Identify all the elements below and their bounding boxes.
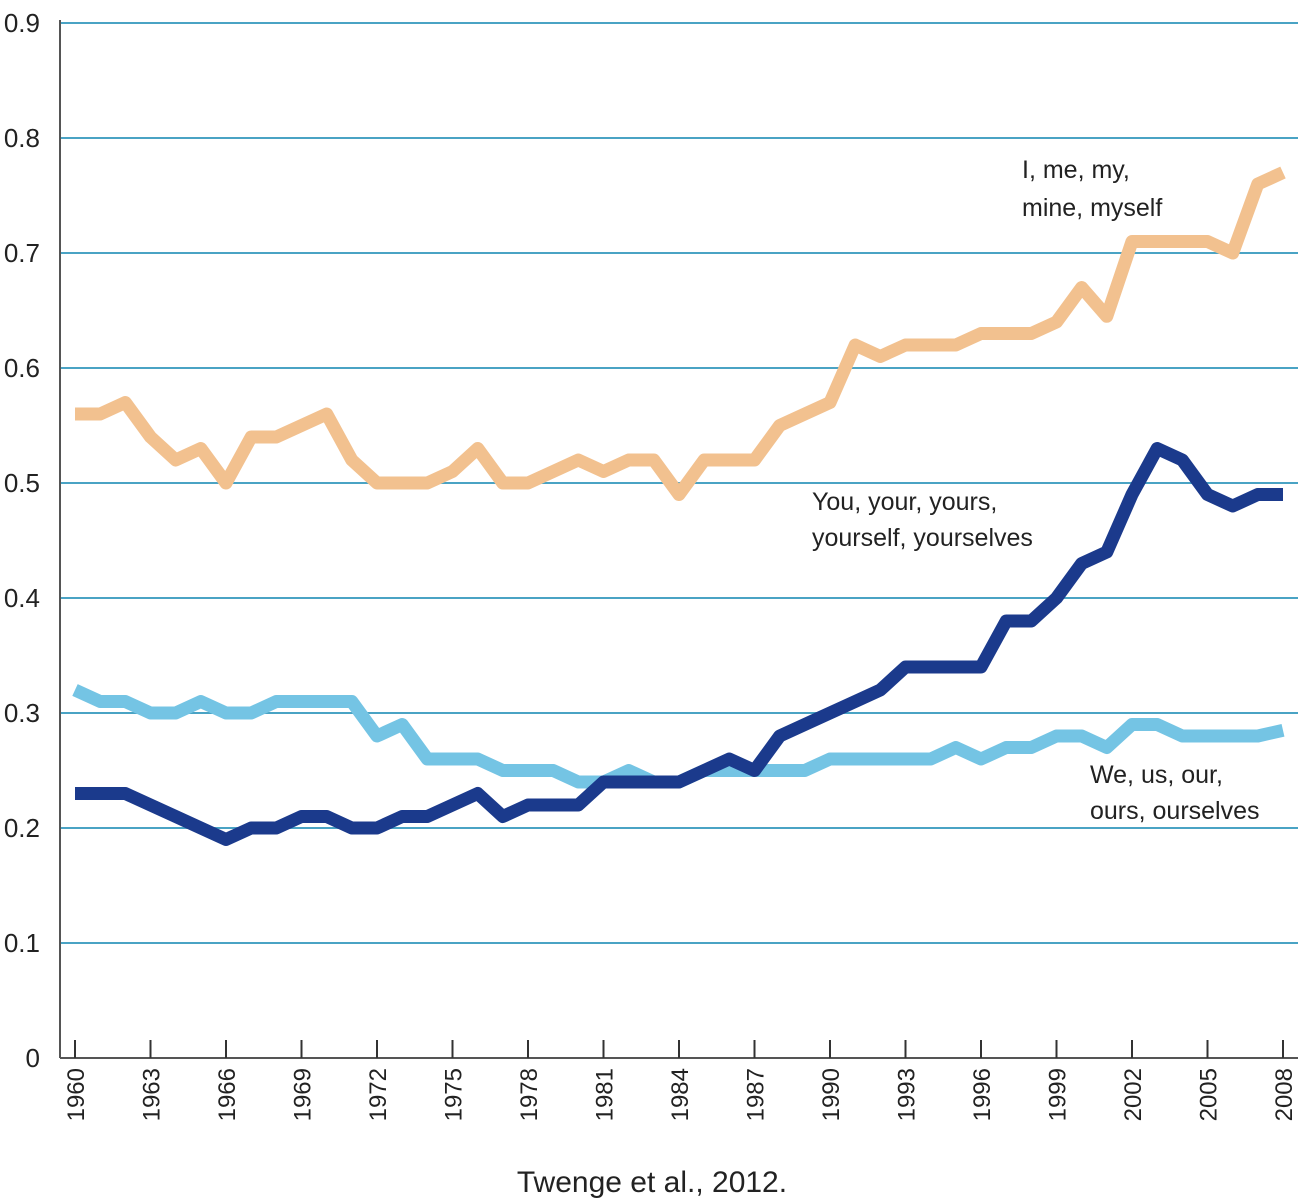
i-me-my-label-line: I, me, my,	[1022, 156, 1130, 184]
x-tick-label: 1960	[63, 1068, 90, 1121]
you-your-label-line: You, your, yours,	[812, 488, 997, 516]
chart-caption: Twenge et al., 2012.	[517, 1166, 787, 1199]
data-series	[72, 166, 1286, 846]
y-tick-label: 0.9	[4, 8, 40, 38]
you-your-label-line: yourself, yourselves	[812, 524, 1033, 552]
x-tick-label: 2008	[1271, 1068, 1298, 1121]
x-tick-label: 1999	[1045, 1068, 1072, 1121]
x-tick-label: 1969	[290, 1068, 317, 1121]
y-tick-label: 0	[26, 1043, 40, 1073]
y-tick-label: 0.3	[4, 698, 40, 728]
x-tick-label: 1966	[214, 1068, 241, 1121]
x-tick-label: 1981	[592, 1068, 619, 1121]
x-tick-label: 1987	[743, 1068, 770, 1121]
y-tick-labels: 0 0.1 0.2 0.3 0.4 0.5 0.6 0.7 0.8 0.9	[4, 8, 40, 1073]
x-tick-label: 1963	[139, 1068, 166, 1121]
y-tick-label: 0.4	[4, 583, 40, 613]
x-tick-label: 2005	[1196, 1068, 1223, 1121]
y-tick-label: 0.8	[4, 123, 40, 153]
x-tick-label: 1978	[516, 1068, 543, 1121]
y-tick-label: 0.2	[4, 813, 40, 843]
we-us-label-line: We, us, our,	[1090, 761, 1223, 789]
x-tick-labels: 1960 1963 1966 1969 1972 1975 1978 1981 1984 1987…	[63, 1040, 1298, 1121]
y-tick-label: 0.6	[4, 353, 40, 383]
i-me-my-label-line: mine, myself	[1022, 194, 1162, 222]
y-tick-label: 0.7	[4, 238, 40, 268]
you-your-series-line	[75, 442, 1283, 846]
series-labels: I, me, my, mine, myself You, your, yours, y…	[812, 156, 1260, 825]
we-us-label-line: ours, ourselves	[1090, 797, 1260, 825]
i-me-my-series-line	[75, 166, 1286, 501]
x-tick-label: 1990	[818, 1068, 845, 1121]
x-tick-label: 1993	[894, 1068, 921, 1121]
x-tick-label: 1996	[969, 1068, 996, 1121]
x-tick-label: 1975	[441, 1068, 468, 1121]
x-tick-label: 1984	[667, 1068, 694, 1121]
x-tick-label: 1972	[365, 1068, 392, 1121]
y-tick-label: 0.5	[4, 468, 40, 498]
x-tick-label: 2002	[1120, 1068, 1147, 1121]
y-tick-label: 0.1	[4, 928, 40, 958]
